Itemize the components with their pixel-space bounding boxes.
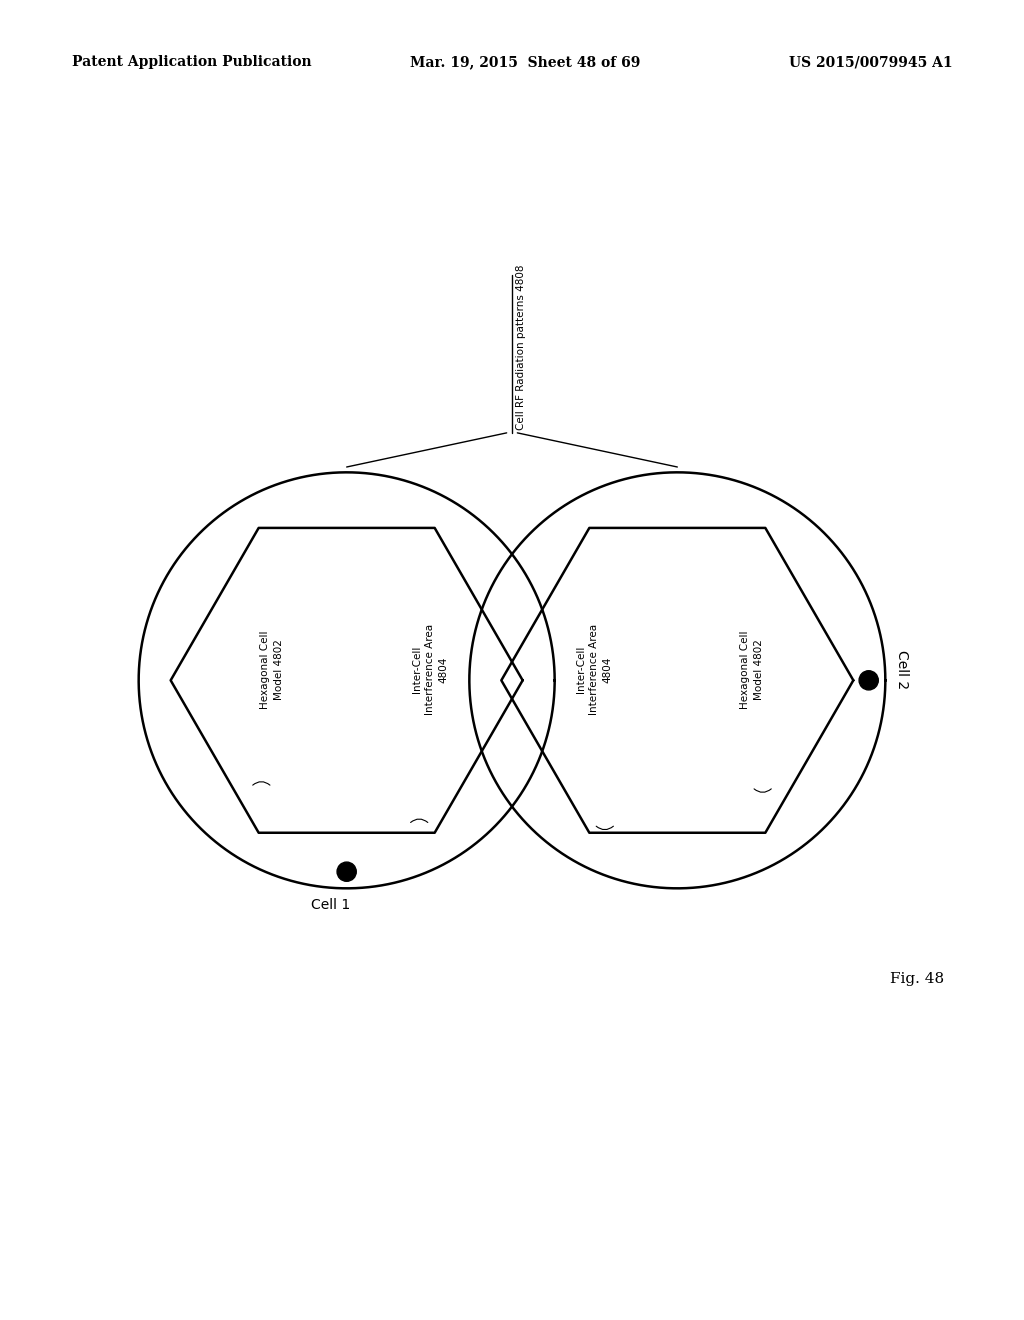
- Text: Cell 2: Cell 2: [895, 651, 909, 689]
- Circle shape: [337, 862, 356, 882]
- Text: Inter-Cell
Interference Area
4804: Inter-Cell Interference Area 4804: [575, 624, 612, 715]
- Text: Patent Application Publication: Patent Application Publication: [72, 55, 311, 70]
- Text: Fig. 48: Fig. 48: [890, 972, 944, 986]
- Text: Mar. 19, 2015  Sheet 48 of 69: Mar. 19, 2015 Sheet 48 of 69: [410, 55, 640, 70]
- Text: Hexagonal Cell
Model 4802: Hexagonal Cell Model 4802: [740, 631, 764, 709]
- Text: Cell 1: Cell 1: [311, 899, 350, 912]
- Circle shape: [859, 671, 879, 690]
- Text: Hexagonal Cell
Model 4802: Hexagonal Cell Model 4802: [260, 631, 284, 709]
- Text: Cell RF Radiation patterns 4808: Cell RF Radiation patterns 4808: [515, 264, 525, 430]
- Text: Inter-Cell
Interference Area
4804: Inter-Cell Interference Area 4804: [412, 624, 449, 715]
- Text: US 2015/0079945 A1: US 2015/0079945 A1: [788, 55, 952, 70]
